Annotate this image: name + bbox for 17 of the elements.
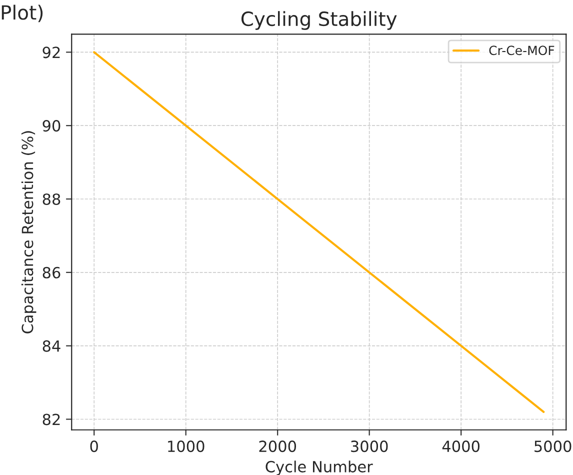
x-tick-label: 2000 <box>259 440 296 452</box>
x-tick-label: 5000 <box>534 440 572 452</box>
y-tick-label: 92 <box>42 46 60 58</box>
chart-title: Cycling Stability <box>241 11 397 30</box>
y-tick-label: 82 <box>42 414 60 426</box>
x-axis-title: Cycle Number <box>266 460 373 475</box>
x-tick-label: 1000 <box>168 440 204 452</box>
y-tick-label: 88 <box>42 193 60 206</box>
x-tick-label: 0 <box>90 440 98 452</box>
x-tick-label: 3000 <box>351 440 388 452</box>
y-axis-title: Capacitance Retention (%) <box>21 131 36 334</box>
text: Plot) <box>2 4 43 22</box>
x-tick-label: 4000 <box>442 440 480 452</box>
y-tick-label: 84 <box>42 340 60 352</box>
legend-label: Cr-Ce-MOF <box>489 46 554 56</box>
y-tick-label: 90 <box>42 120 60 132</box>
y-tick-label: 86 <box>42 266 60 278</box>
